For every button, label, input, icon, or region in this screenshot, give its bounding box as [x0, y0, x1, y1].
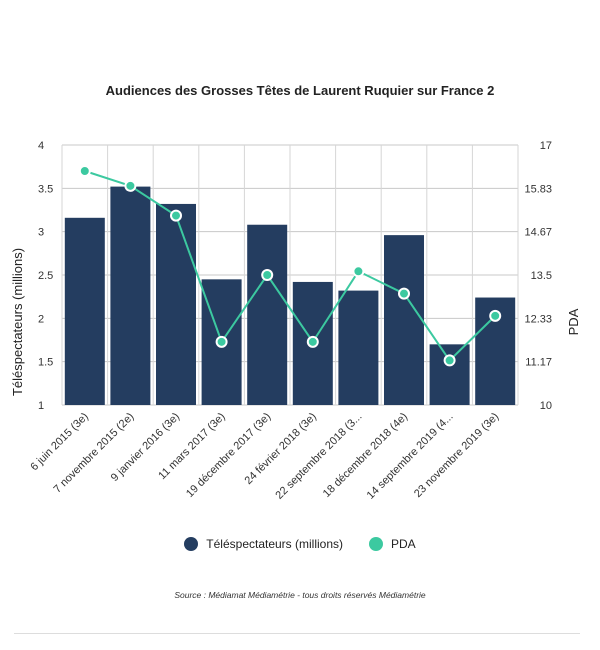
y-tick-right: 15.83: [524, 183, 552, 195]
x-tick-label: 19 décembre 2017 (3e): [184, 411, 273, 500]
divider: [14, 633, 580, 634]
pda-point[interactable]: [489, 309, 502, 322]
x-tick-label: 18 décembre 2018 (4e): [321, 411, 410, 500]
pda-point[interactable]: [352, 265, 365, 278]
pda-point[interactable]: [398, 287, 410, 300]
y-tick-left: 1.5: [38, 357, 53, 369]
y-tick-left: 2.5: [38, 270, 53, 282]
y-axis-right-label: PDA: [566, 308, 581, 335]
pda-point[interactable]: [261, 269, 274, 281]
x-tick-label: 7 novembre 2015 (2e): [52, 411, 137, 496]
y-tick-left: 3.5: [38, 183, 53, 195]
y-axis-left-ticks: 1 1.5 2 2.5 3 3.5 4: [38, 140, 53, 412]
legend-label-viewers: Téléspectateurs (millions): [206, 537, 344, 551]
legend-swatch-pda: [369, 537, 384, 551]
y-tick-left: 2: [38, 313, 44, 325]
y-tick-left: 1: [38, 400, 44, 412]
y-tick-left: 3: [38, 227, 44, 239]
x-axis-ticks: 6 juin 2015 (3e)7 novembre 2015 (2e)9 ja…: [28, 411, 501, 502]
pda-point[interactable]: [443, 354, 456, 367]
pda-point[interactable]: [78, 165, 91, 177]
bar[interactable]: [64, 217, 105, 405]
legend-label-pda: PDA: [391, 537, 416, 551]
bars: [64, 186, 516, 405]
legend-swatch-viewers: [184, 537, 199, 551]
y-tick-right: 14.67: [524, 227, 552, 239]
y-tick-right: 11.17: [525, 357, 552, 369]
source-note: Source : Médiamat Médiamétrie - tous dro…: [174, 590, 426, 600]
legend-item-viewers[interactable]: Téléspectateurs (millions): [184, 537, 343, 551]
grid-lines: [61, 144, 519, 406]
y-tick-right: 10: [540, 400, 552, 412]
pda-line: [84, 170, 496, 362]
legend-item-pda[interactable]: PDA: [369, 537, 416, 551]
legend: Téléspectateurs (millions) PDA: [0, 537, 600, 551]
y-tick-left: 4: [38, 140, 44, 152]
pda-point[interactable]: [215, 335, 228, 348]
y-tick-right: 17: [540, 140, 552, 152]
y-axis-right-ticks: 10 11.17 12.33 13.5 14.67 15.83 17: [524, 140, 552, 412]
y-tick-right: 12.33: [524, 313, 552, 325]
x-tick-label: 14 septembre 2019 (4...: [365, 411, 456, 502]
x-tick-label: 23 novembre 2019 (3e): [412, 411, 501, 500]
bar[interactable]: [156, 203, 196, 405]
pda-line-path: [84, 170, 496, 362]
bar[interactable]: [110, 186, 151, 405]
pda-point[interactable]: [170, 209, 182, 222]
bar[interactable]: [384, 235, 424, 405]
chart-title: Audiences des Grosses Têtes de Laurent R…: [105, 83, 495, 98]
pda-point[interactable]: [124, 179, 137, 192]
x-tick-label: 22 septembre 2018 (3...: [273, 411, 364, 502]
y-tick-right: 13.5: [531, 270, 552, 282]
y-axis-left-label: Téléspectateurs (millions): [10, 248, 25, 396]
bar[interactable]: [247, 224, 288, 405]
pda-points: [78, 165, 502, 367]
bar[interactable]: [338, 290, 379, 405]
pda-point[interactable]: [306, 335, 319, 348]
bar[interactable]: [429, 344, 470, 405]
